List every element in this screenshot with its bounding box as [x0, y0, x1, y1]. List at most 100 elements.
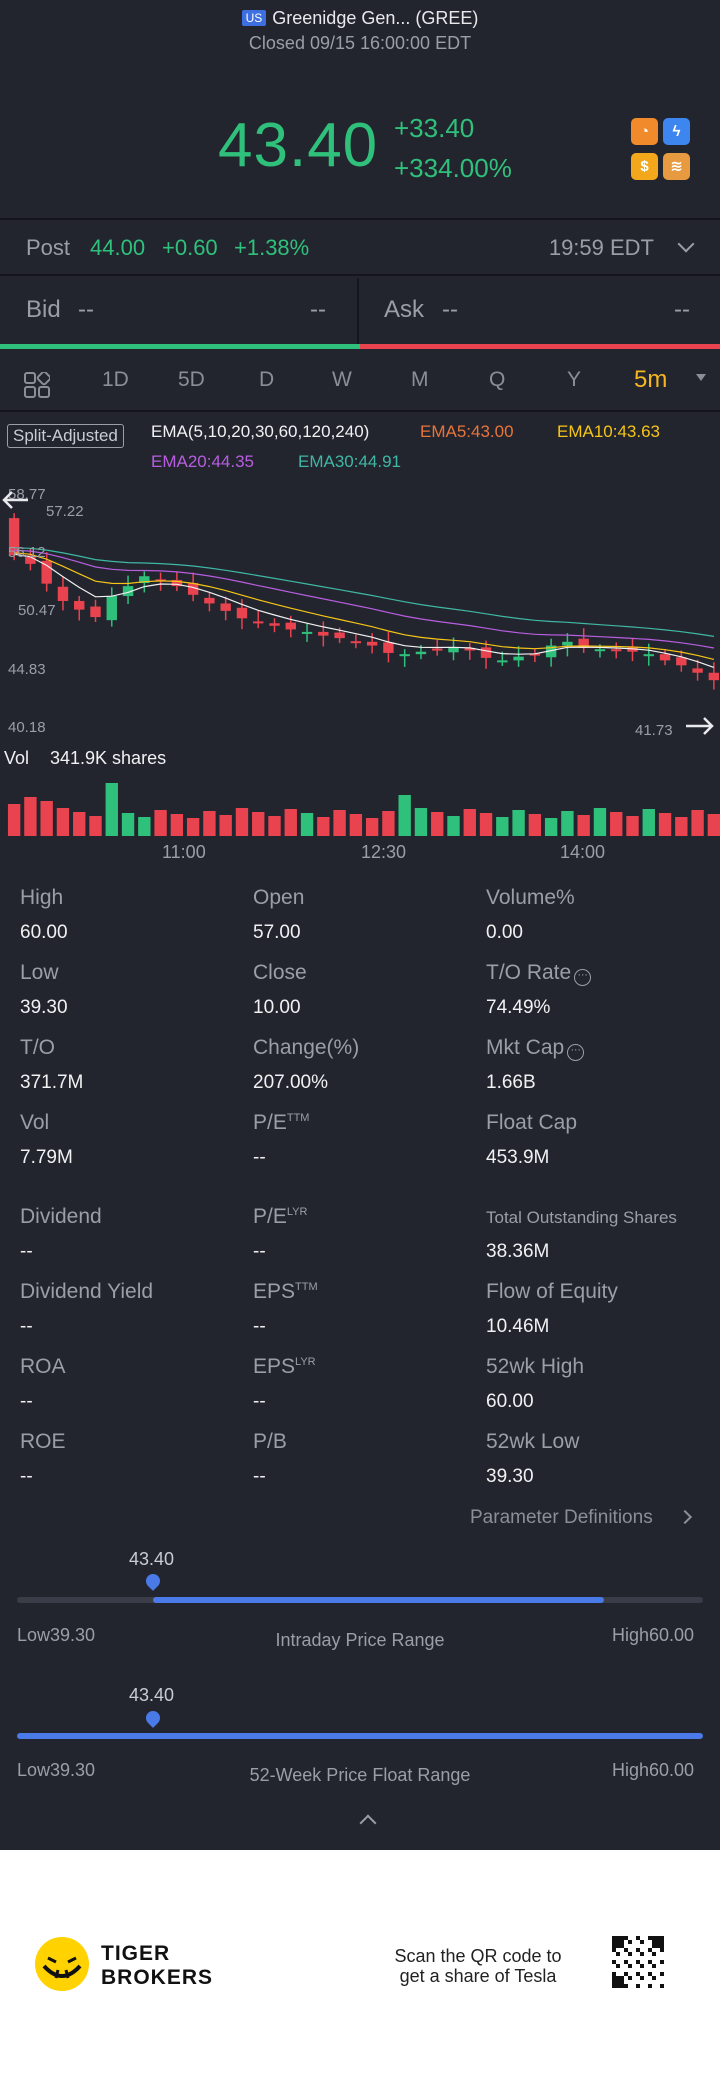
current-price-marker	[142, 1708, 163, 1728]
market-badge: US	[241, 10, 267, 26]
qr-module	[616, 1976, 620, 1980]
chevron-down-icon[interactable]	[677, 235, 695, 253]
arrow-right-icon[interactable]	[684, 714, 716, 738]
candle-body	[432, 648, 443, 651]
stat-label: EPSTTM	[253, 1280, 318, 1304]
qr-module	[628, 1964, 632, 1968]
tab-5d[interactable]: 5D	[178, 368, 205, 391]
qr-module	[624, 1972, 628, 1976]
tab-5m[interactable]: 5m	[634, 366, 668, 393]
qr-module	[616, 1964, 620, 1968]
candle-body	[187, 583, 199, 595]
stat-label: ROA	[20, 1355, 66, 1379]
stat-label: Close	[253, 961, 307, 985]
current-price-marker	[142, 1571, 163, 1591]
stat-label[interactable]: T/O Rate ⋯	[486, 961, 592, 986]
ema-params[interactable]: EMA(5,10,20,30,60,120,240)	[151, 422, 370, 441]
volume-bar	[626, 816, 639, 836]
candlestick-chart[interactable]	[0, 480, 720, 740]
intraday-current: 43.40	[129, 1549, 175, 1569]
info-icon[interactable]: ⋯	[567, 1044, 585, 1061]
param-def-label: Parameter Definitions	[470, 1507, 653, 1528]
options-icon[interactable]: ◔	[631, 118, 658, 145]
tab-q[interactable]: Q	[489, 368, 506, 391]
caret-down-icon[interactable]	[696, 374, 706, 381]
tab-m[interactable]: M	[411, 368, 429, 391]
tab-1d[interactable]: 1D	[102, 368, 129, 391]
qr-module	[616, 1980, 620, 1984]
candle-body	[253, 621, 264, 624]
volume-bar	[544, 818, 558, 836]
volume-bar	[235, 808, 249, 836]
qr-module	[636, 1960, 640, 1964]
week52-current: 43.40	[129, 1685, 175, 1705]
volume-bar	[479, 813, 493, 836]
collapse-chevron-icon[interactable]	[359, 1814, 377, 1832]
qr-module	[620, 1940, 624, 1944]
stat-label: Flow of Equity	[486, 1280, 618, 1304]
info-icon[interactable]: ⋯	[574, 969, 592, 986]
volume-bar	[284, 809, 297, 836]
flash-trade-icon[interactable]: ϟ	[663, 118, 690, 145]
tab-y[interactable]: Y	[567, 368, 582, 391]
volume-bar	[186, 818, 200, 836]
ask-panel: Ask -- --	[360, 278, 720, 342]
qr-module	[612, 1944, 616, 1948]
learn-icon[interactable]: ≋	[663, 153, 690, 180]
qr-module	[620, 1980, 624, 1984]
volume-bar	[349, 814, 363, 836]
candle-body	[399, 654, 410, 657]
qr-module	[616, 1952, 620, 1956]
candle-body	[301, 631, 313, 634]
volume-bar	[528, 814, 542, 836]
bid-size: --	[310, 296, 326, 323]
stat-value: --	[253, 1316, 266, 1337]
qr-module	[648, 1972, 652, 1976]
volume-bar	[203, 811, 216, 836]
post-change-pct: +1.38%	[234, 235, 310, 260]
qr-module	[612, 1984, 616, 1988]
ask-label: Ask	[384, 296, 425, 323]
ask-price: --	[442, 296, 458, 323]
week52-track	[17, 1733, 703, 1739]
qr-module	[660, 1984, 664, 1988]
dollar-icon[interactable]: $	[631, 153, 658, 180]
stat-label-text: Total Outstanding Shares	[486, 1208, 677, 1227]
volume-chart[interactable]	[0, 770, 720, 836]
post-price: 44.00	[90, 235, 146, 260]
arrow-left-icon[interactable]	[0, 488, 30, 512]
candle-body	[8, 518, 20, 556]
stat-label: P/ELYR	[253, 1205, 307, 1229]
tab-w[interactable]: W	[332, 368, 352, 391]
candle-body	[594, 649, 606, 652]
tab-d[interactable]: D	[259, 368, 275, 391]
volume-bar	[431, 812, 444, 836]
qr-code	[612, 1936, 664, 1988]
chart-layout-icon[interactable]	[24, 372, 50, 398]
brand-line2: BROKERS	[101, 1966, 214, 1989]
stat-value: --	[253, 1147, 266, 1168]
volume-bar	[121, 813, 135, 836]
bid-panel: Bid -- --	[0, 278, 357, 342]
stat-label-text: 52wk Low	[486, 1430, 580, 1453]
candle-body	[236, 607, 248, 619]
split-adjusted-toggle[interactable]: Split-Adjusted	[7, 424, 124, 448]
parameter-definitions-link[interactable]: Parameter Definitions	[470, 1507, 693, 1529]
qr-module	[628, 1940, 632, 1944]
x-label-1400: 14:00	[560, 842, 606, 862]
post-market-row[interactable]: Post 44.00 +0.60 +1.38% 19:59 EDT	[0, 218, 720, 276]
qr-module	[640, 1964, 644, 1968]
qr-module	[612, 1936, 616, 1940]
bid-strength-bar	[0, 344, 360, 349]
volume-bar	[691, 810, 704, 836]
candle-body	[643, 654, 654, 657]
candle-body	[659, 654, 671, 661]
stat-value: --	[20, 1391, 33, 1412]
stat-value: --	[253, 1241, 266, 1262]
volume-bar	[610, 812, 623, 836]
stat-label-text: P/E	[253, 1111, 287, 1134]
stat-label[interactable]: Mkt Cap ⋯	[486, 1036, 585, 1061]
stat-label-text: T/O	[20, 1036, 55, 1059]
qr-module	[612, 1948, 616, 1952]
candle-body	[448, 647, 459, 653]
